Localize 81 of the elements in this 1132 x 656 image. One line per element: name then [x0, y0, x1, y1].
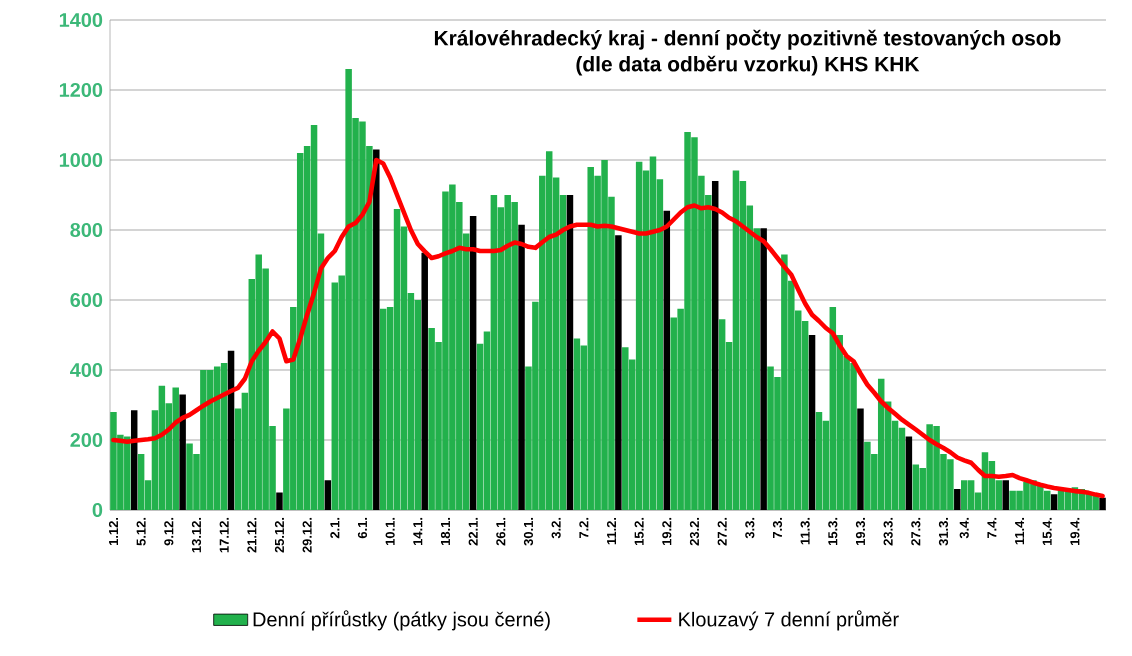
bar: [960, 480, 968, 510]
bar: [172, 387, 179, 510]
bar: [1099, 497, 1106, 510]
bar: [1016, 490, 1023, 510]
y-tick-label: 800: [70, 222, 103, 238]
bar: [711, 180, 719, 510]
y-tick-label: 0: [92, 502, 103, 518]
bar: [691, 137, 698, 510]
bar: [615, 235, 622, 510]
bar: [207, 370, 214, 510]
y-tick-label: 600: [70, 292, 103, 308]
bar: [545, 151, 553, 510]
bar: [947, 459, 954, 510]
bar: [442, 191, 449, 510]
bar: [379, 308, 387, 510]
bar: [718, 319, 726, 510]
bar: [732, 170, 740, 510]
bar: [1023, 482, 1030, 510]
bar: [684, 131, 691, 510]
bar: [359, 121, 366, 510]
bar: [967, 480, 975, 510]
bar: [566, 195, 574, 510]
y-tick-label: 1400: [59, 12, 103, 28]
legend-label: Klouzavý 7 denní průměr: [679, 610, 899, 631]
y-tick-label: 400: [70, 362, 103, 378]
bar: [414, 300, 422, 510]
text: (dle data odběru vzorku) KHS KHK: [576, 55, 920, 76]
bar: [933, 426, 940, 510]
bar: [421, 252, 428, 510]
bar: [324, 480, 332, 510]
y-tick-label: 1000: [59, 152, 103, 168]
bar: [276, 492, 283, 510]
bar: [808, 335, 816, 510]
bar: [670, 317, 677, 510]
bar: [912, 464, 920, 510]
bar: [504, 195, 511, 510]
bar: [760, 228, 767, 510]
bar: [815, 412, 823, 510]
bar: [857, 408, 864, 510]
bar: [635, 161, 643, 510]
bar: [469, 216, 477, 510]
bar: [587, 166, 594, 510]
bar: [573, 338, 581, 510]
bar: [490, 195, 498, 510]
bar: [601, 159, 608, 510]
bar: [110, 412, 117, 510]
bar: [511, 202, 518, 510]
bar: [622, 347, 629, 510]
y-tick-label: 200: [70, 432, 103, 448]
bar: [124, 436, 131, 510]
bar: [954, 489, 961, 510]
chart-title: Královéhradecký kraj - denní počty pozitivně testovaných osob: [434, 29, 1061, 50]
bar: [864, 441, 871, 510]
bar: [179, 394, 186, 510]
bar: [428, 328, 435, 510]
bar: [767, 366, 774, 510]
legend-label: Denní přírůstky (pátky jsou černé): [253, 610, 550, 631]
bar: [345, 68, 352, 510]
bar: [393, 209, 401, 510]
y-tick-label: 1200: [59, 82, 103, 98]
bar: [137, 454, 145, 510]
bar: [1002, 480, 1009, 510]
bar: [373, 149, 380, 510]
bar: [1009, 490, 1016, 510]
bar: [200, 370, 207, 510]
bar: [331, 282, 339, 510]
bar: [255, 254, 262, 510]
bar: [898, 427, 906, 510]
bar: [449, 184, 456, 510]
bar: [1050, 494, 1058, 510]
bar: [186, 443, 193, 510]
bar: [905, 436, 913, 510]
bar: [781, 254, 788, 510]
bar: [649, 156, 657, 510]
bar: [663, 210, 671, 510]
bar: [1043, 490, 1051, 510]
bar: [1057, 490, 1065, 510]
bar: [518, 224, 525, 510]
bar: [1037, 485, 1044, 510]
bar: [850, 363, 857, 510]
bar: [926, 424, 933, 510]
